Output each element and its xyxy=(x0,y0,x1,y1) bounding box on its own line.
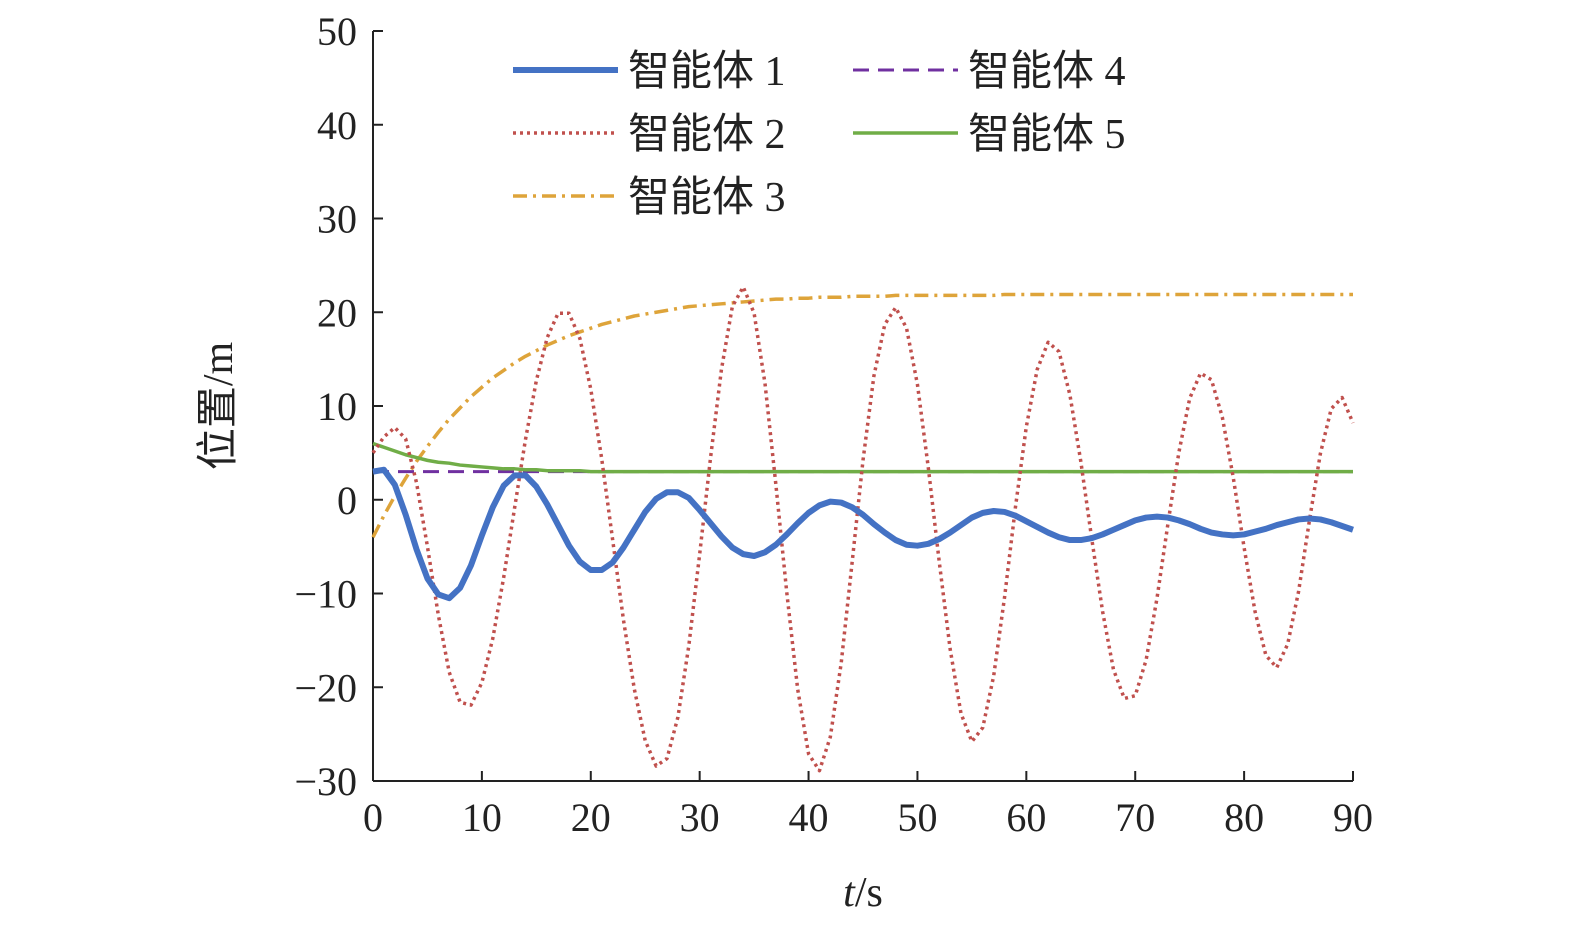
x-tick-label: 30 xyxy=(680,795,720,840)
x-axis-variable: t xyxy=(843,870,856,916)
y-tick-label: −10 xyxy=(294,572,357,617)
series-line-3 xyxy=(371,292,1353,539)
y-tick-label: 10 xyxy=(317,384,357,429)
x-tick-label: 20 xyxy=(571,795,611,840)
series-line-1 xyxy=(372,466,1354,602)
x-tick-label: 70 xyxy=(1115,795,1155,840)
y-tick-label: 40 xyxy=(317,103,357,148)
y-tick-label: −20 xyxy=(294,665,357,710)
y-axis-title: 位置/m xyxy=(195,342,242,471)
series-line-2 xyxy=(371,285,1355,773)
x-tick-label: 10 xyxy=(462,795,502,840)
x-ticks: 0 10 20 30 40 50 60 70 80 90 xyxy=(363,771,1373,840)
legend-label-5: 智能体 5 xyxy=(968,112,1126,158)
x-tick-label: 0 xyxy=(363,795,383,840)
legend-label-4: 智能体 4 xyxy=(968,49,1126,95)
x-axis-title: t/s xyxy=(843,870,883,916)
y-tick-label: 0 xyxy=(337,478,357,523)
x-tick-label: 40 xyxy=(789,795,829,840)
y-tick-label: −30 xyxy=(294,759,357,804)
legend-label-3: 智能体 3 xyxy=(628,175,786,221)
y-tick-label: 30 xyxy=(317,197,357,242)
x-tick-label: 90 xyxy=(1333,795,1373,840)
y-tick-label: 50 xyxy=(317,9,357,54)
series-lines xyxy=(371,285,1355,773)
legend: 智能体 1 智能体 2 智能体 3 智能体 4 智能体 5 xyxy=(513,49,1126,221)
legend-label-1: 智能体 1 xyxy=(628,49,786,95)
axes xyxy=(372,31,1353,782)
y-tick-label: 20 xyxy=(317,290,357,335)
x-tick-label: 60 xyxy=(1006,795,1046,840)
y-ticks: −30 −20 −10 0 10 20 30 40 50 xyxy=(294,9,383,804)
x-tick-label: 50 xyxy=(897,795,937,840)
x-tick-label: 80 xyxy=(1224,795,1264,840)
x-axis-unit: /s xyxy=(855,870,883,916)
legend-label-2: 智能体 2 xyxy=(628,112,786,158)
